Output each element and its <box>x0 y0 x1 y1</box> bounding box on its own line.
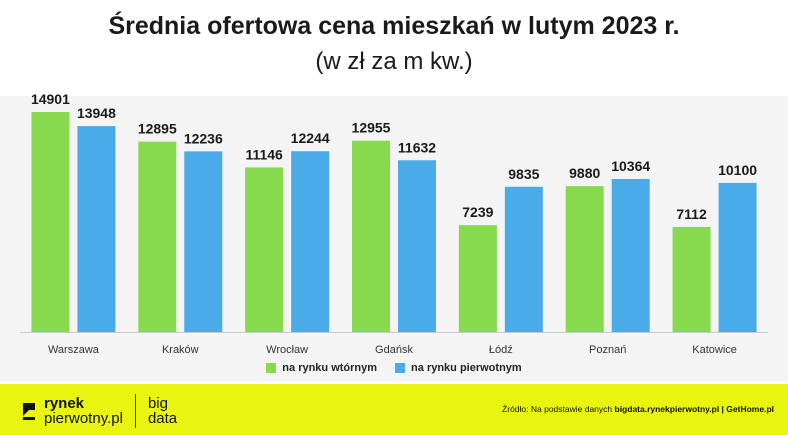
category-label: Kraków <box>162 344 199 356</box>
data-label: 12244 <box>291 130 330 146</box>
bar-primary-market <box>184 151 223 332</box>
bar-group: 14901 13948 <box>31 91 116 333</box>
bar-secondary-market <box>352 140 390 332</box>
bar-group: 11146 12244 <box>245 130 330 332</box>
brand-mark-icon <box>23 403 35 420</box>
brand-logo: rynek pierwotny.pl big data <box>20 394 177 428</box>
data-label: 12236 <box>184 130 223 146</box>
category-label: Warszawa <box>48 344 100 356</box>
legend-swatch-secondary <box>266 363 277 373</box>
brand-name-line2: pierwotny.pl <box>44 410 123 427</box>
data-label: 13948 <box>77 105 116 121</box>
data-label: 12955 <box>352 120 391 136</box>
brand-name-line1: rynek <box>44 395 85 412</box>
bigdata-logo: big data <box>148 396 177 426</box>
bar-group: 12895 12236 <box>138 121 223 332</box>
bar-secondary-market <box>565 186 604 332</box>
data-label: 11632 <box>398 139 436 155</box>
data-label: 14901 <box>31 91 70 107</box>
bar-group: 7239 9835 <box>458 166 543 332</box>
bar-primary-market <box>718 182 757 332</box>
source-link-text: bigdata.rynekpierwotny.pl | GetHome.pl <box>614 404 775 414</box>
data-label: 10100 <box>718 162 757 178</box>
legend-swatch-primary <box>395 363 406 373</box>
bigdata-line1: big <box>147 395 168 412</box>
brand-name: rynek pierwotny.pl <box>44 396 123 426</box>
category-label: Gdańsk <box>375 344 413 356</box>
bar-primary-market <box>77 126 116 333</box>
bigdata-line2: data <box>147 410 178 427</box>
category-label: Poznań <box>589 344 626 356</box>
legend-label-primary: na rynku pierwotnym <box>411 362 522 374</box>
legend-item-primary: na rynku pierwotnym <box>395 362 522 374</box>
data-label: 10364 <box>611 158 650 174</box>
bar-secondary-market <box>672 226 711 332</box>
bar-group: 9880 10364 <box>565 158 650 332</box>
bar-secondary-market <box>245 167 284 332</box>
logo-divider <box>134 394 136 428</box>
bar-primary-market <box>291 151 330 332</box>
bar-primary-market <box>504 186 543 332</box>
bar-chart: 1490113948Warszawa1289512236Kraków111461… <box>0 91 788 382</box>
data-label: 9880 <box>569 165 600 181</box>
category-label: Wrocław <box>266 344 308 356</box>
source-note: Źródło: Na podstawie danych bigdata.ryne… <box>502 404 774 414</box>
data-label: 7112 <box>676 206 707 222</box>
bar-secondary-market <box>138 141 177 332</box>
data-label: 11146 <box>245 146 283 162</box>
data-label: 12895 <box>138 121 177 137</box>
chart-title: Średnia ofertowa cena mieszkań w lutym 2… <box>108 12 680 40</box>
bar-group: 7112 10100 <box>672 162 757 332</box>
legend-label-secondary: na rynku wtórnym <box>282 362 378 374</box>
source-prefix: Źródło: Na podstawie danych <box>502 404 615 414</box>
legend-item-secondary: na rynku wtórnym <box>266 362 377 374</box>
chart-subtitle: (w zł za m kw.) <box>315 48 473 75</box>
legend: na rynku wtórnym na rynku pierwotnym <box>0 362 788 374</box>
bar-group: 12955 11632 <box>352 120 436 332</box>
bar-secondary-market <box>458 225 497 332</box>
bar-primary-market <box>398 160 436 332</box>
bar-secondary-market <box>31 112 70 332</box>
category-label: Katowice <box>692 344 737 356</box>
plot-background <box>0 96 788 382</box>
bar-primary-market <box>611 178 650 332</box>
data-label: 9835 <box>508 166 539 182</box>
footer-bar: rynek pierwotny.pl big data Źródło: Na p… <box>0 384 788 435</box>
data-label: 7239 <box>462 204 493 220</box>
category-label: Łódź <box>489 344 513 356</box>
